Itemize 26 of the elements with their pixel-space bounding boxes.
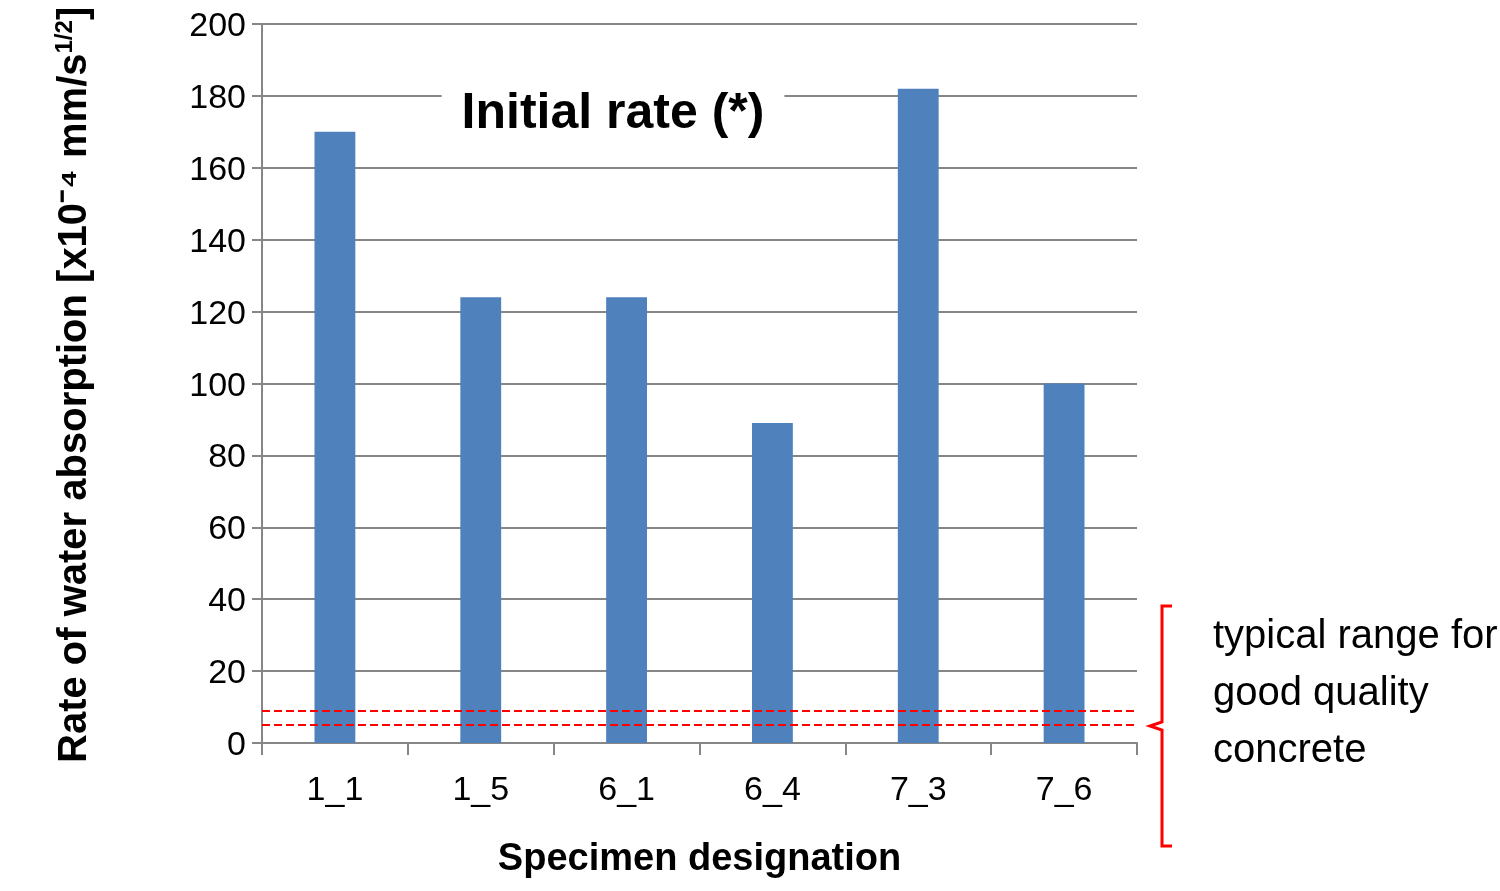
y-tick-label: 40 (208, 580, 246, 619)
y-tick-label: 120 (189, 292, 246, 331)
bar (314, 131, 356, 743)
bar (752, 423, 793, 743)
y-tick-label: 80 (208, 436, 246, 475)
x-tick-label: 7_6 (1035, 769, 1093, 807)
x-tick-label: 6_4 (744, 769, 801, 807)
text: typical range for good quality concrete (1213, 611, 1499, 772)
y-tick-label: 0 (227, 724, 246, 762)
y-tick-label: 160 (189, 148, 246, 187)
bar (606, 297, 647, 743)
y-tick-label: 180 (189, 76, 246, 115)
bar (897, 88, 939, 743)
y-tick-label: 20 (208, 652, 246, 691)
x-tick-label: 6_1 (598, 769, 655, 807)
x-tick-label: 1_5 (452, 769, 510, 807)
y-tick-label: 200 (189, 5, 246, 43)
x-axis-title: Specimen designation (497, 836, 902, 878)
y-tick-label: 140 (189, 220, 246, 259)
bar (1043, 383, 1085, 743)
x-tick-label: 7_3 (889, 769, 947, 807)
y-tick-label: 100 (189, 364, 246, 403)
y-tick-label: 60 (208, 508, 246, 547)
bar (460, 297, 502, 743)
text: Initial rate (*) (461, 83, 765, 139)
x-tick-label: 1_1 (306, 769, 364, 807)
